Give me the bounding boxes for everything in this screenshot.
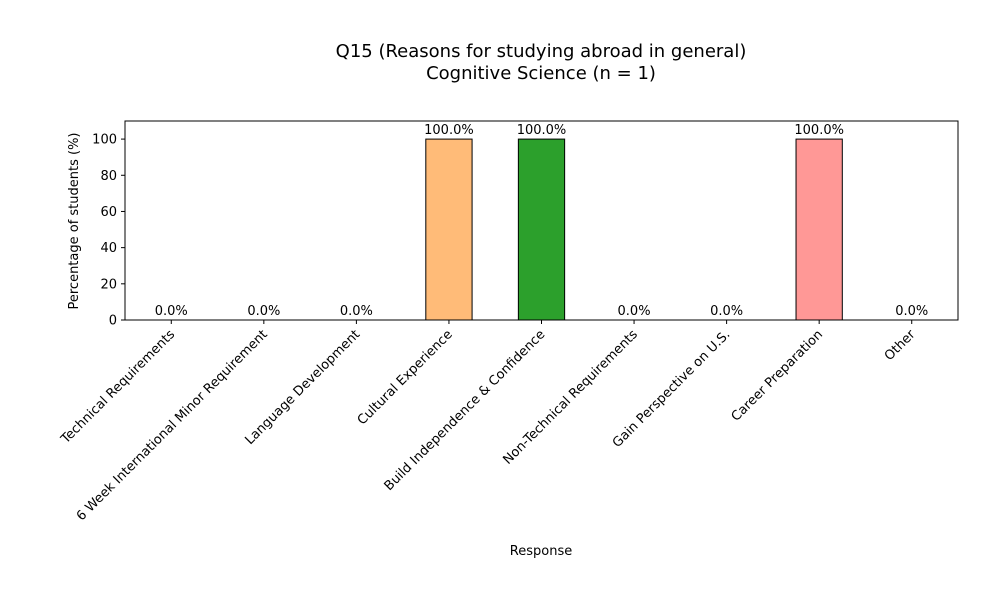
data-label: 0.0% [155,304,188,319]
chart-subtitle: Cognitive Science (n = 1) [426,63,656,84]
data-label: 100.0% [424,123,474,138]
x-tick-label: Career Preparation [729,327,826,424]
y-tick-label: 60 [100,205,117,220]
data-label: 100.0% [794,123,844,138]
plot-frame [124,120,959,321]
x-tick-label: Other [882,327,919,364]
y-tick-label: 80 [100,169,117,184]
data-label: 0.0% [340,304,373,319]
y-axis-label: Percentage of students (%) [67,132,82,309]
y-tick-label: 100 [92,133,117,148]
y-tick-label: 40 [100,241,117,256]
data-label: 0.0% [710,304,743,319]
bar [425,138,473,321]
data-label: 0.0% [247,304,280,319]
x-tick-label: Build Independence & Confidence [382,327,549,494]
x-tick-label: 6 Week International Minor Requirement [74,327,271,524]
y-tick-label: 20 [100,277,117,292]
chart-title: Q15 (Reasons for studying abroad in gene… [336,41,747,62]
bar [795,138,843,321]
bar [517,138,566,321]
data-label: 100.0% [517,123,567,138]
x-axis-label: Response [510,544,572,559]
data-label: 0.0% [618,304,651,319]
y-tick-label: 0 [109,314,117,329]
data-label: 0.0% [895,304,928,319]
x-tick-label: Cultural Experience [355,327,456,428]
